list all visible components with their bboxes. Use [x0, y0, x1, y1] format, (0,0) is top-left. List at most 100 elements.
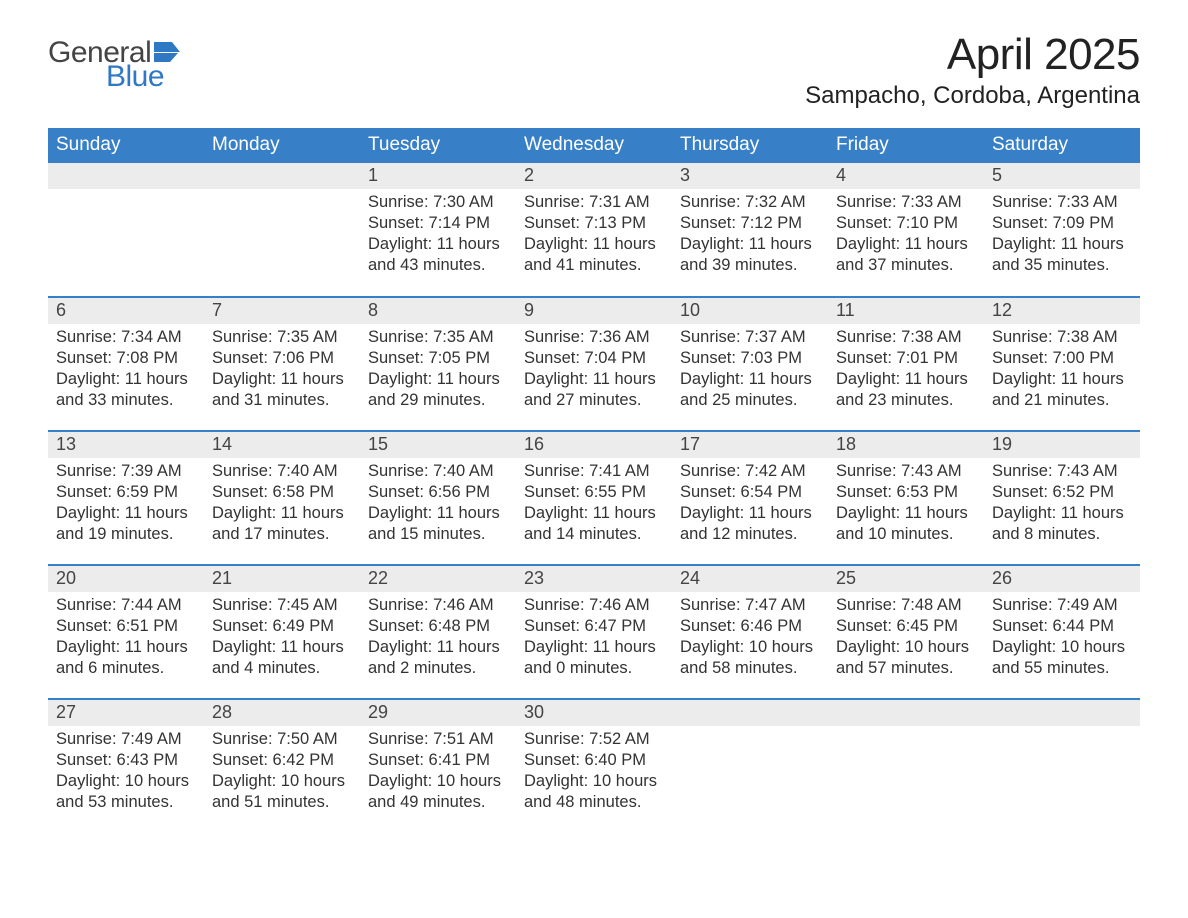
- daylight-line: Daylight: 11 hours and 25 minutes.: [680, 369, 820, 411]
- day-details: Sunrise: 7:30 AMSunset: 7:14 PMDaylight:…: [360, 189, 516, 276]
- sunset-line: Sunset: 6:53 PM: [836, 482, 976, 503]
- day-details: Sunrise: 7:49 AMSunset: 6:44 PMDaylight:…: [984, 592, 1140, 679]
- weekday-header: Saturday: [984, 128, 1140, 163]
- calendar-day-cell: 14Sunrise: 7:40 AMSunset: 6:58 PMDayligh…: [204, 431, 360, 565]
- sunset-line: Sunset: 6:56 PM: [368, 482, 508, 503]
- day-number: 28: [204, 700, 360, 726]
- calendar-table: Sunday Monday Tuesday Wednesday Thursday…: [48, 128, 1140, 833]
- sunrise-line: Sunrise: 7:46 AM: [368, 595, 508, 616]
- sunset-line: Sunset: 6:54 PM: [680, 482, 820, 503]
- sunset-line: Sunset: 6:52 PM: [992, 482, 1132, 503]
- weekday-header-row: Sunday Monday Tuesday Wednesday Thursday…: [48, 128, 1140, 163]
- day-number: 8: [360, 298, 516, 324]
- day-details: Sunrise: 7:48 AMSunset: 6:45 PMDaylight:…: [828, 592, 984, 679]
- daylight-line: Daylight: 11 hours and 12 minutes.: [680, 503, 820, 545]
- day-number: 15: [360, 432, 516, 458]
- weekday-header: Wednesday: [516, 128, 672, 163]
- day-details: Sunrise: 7:31 AMSunset: 7:13 PMDaylight:…: [516, 189, 672, 276]
- calendar-day-cell: 12Sunrise: 7:38 AMSunset: 7:00 PMDayligh…: [984, 297, 1140, 431]
- calendar-day-cell: 5Sunrise: 7:33 AMSunset: 7:09 PMDaylight…: [984, 163, 1140, 297]
- weekday-header: Friday: [828, 128, 984, 163]
- location-subtitle: Sampacho, Cordoba, Argentina: [805, 82, 1140, 110]
- weekday-header: Tuesday: [360, 128, 516, 163]
- sunrise-line: Sunrise: 7:30 AM: [368, 192, 508, 213]
- day-details: Sunrise: 7:43 AMSunset: 6:53 PMDaylight:…: [828, 458, 984, 545]
- day-number: 30: [516, 700, 672, 726]
- daylight-line: Daylight: 10 hours and 49 minutes.: [368, 771, 508, 813]
- day-number: 16: [516, 432, 672, 458]
- daylight-line: Daylight: 10 hours and 48 minutes.: [524, 771, 664, 813]
- day-number: 10: [672, 298, 828, 324]
- sunset-line: Sunset: 6:48 PM: [368, 616, 508, 637]
- daylight-line: Daylight: 11 hours and 31 minutes.: [212, 369, 352, 411]
- daylight-line: Daylight: 11 hours and 0 minutes.: [524, 637, 664, 679]
- day-details: Sunrise: 7:45 AMSunset: 6:49 PMDaylight:…: [204, 592, 360, 679]
- day-number: 2: [516, 163, 672, 189]
- day-number: [828, 700, 984, 726]
- day-number: 26: [984, 566, 1140, 592]
- sunrise-line: Sunrise: 7:46 AM: [524, 595, 664, 616]
- day-number: 11: [828, 298, 984, 324]
- calendar-day-cell: 26Sunrise: 7:49 AMSunset: 6:44 PMDayligh…: [984, 565, 1140, 699]
- sunrise-line: Sunrise: 7:37 AM: [680, 327, 820, 348]
- sunrise-line: Sunrise: 7:43 AM: [836, 461, 976, 482]
- sunrise-line: Sunrise: 7:41 AM: [524, 461, 664, 482]
- day-details: Sunrise: 7:32 AMSunset: 7:12 PMDaylight:…: [672, 189, 828, 276]
- day-number: 4: [828, 163, 984, 189]
- calendar-day-cell: 3Sunrise: 7:32 AMSunset: 7:12 PMDaylight…: [672, 163, 828, 297]
- day-number: 18: [828, 432, 984, 458]
- calendar-week-row: 13Sunrise: 7:39 AMSunset: 6:59 PMDayligh…: [48, 431, 1140, 565]
- day-number: 13: [48, 432, 204, 458]
- day-number: 24: [672, 566, 828, 592]
- sunrise-line: Sunrise: 7:51 AM: [368, 729, 508, 750]
- sunrise-line: Sunrise: 7:35 AM: [212, 327, 352, 348]
- sunset-line: Sunset: 7:01 PM: [836, 348, 976, 369]
- sunset-line: Sunset: 6:47 PM: [524, 616, 664, 637]
- day-details: Sunrise: 7:39 AMSunset: 6:59 PMDaylight:…: [48, 458, 204, 545]
- calendar-day-cell: 4Sunrise: 7:33 AMSunset: 7:10 PMDaylight…: [828, 163, 984, 297]
- day-number: 27: [48, 700, 204, 726]
- title-block: April 2025 Sampacho, Cordoba, Argentina: [805, 30, 1140, 110]
- day-details: Sunrise: 7:35 AMSunset: 7:06 PMDaylight:…: [204, 324, 360, 411]
- calendar-day-cell: 30Sunrise: 7:52 AMSunset: 6:40 PMDayligh…: [516, 699, 672, 833]
- sunset-line: Sunset: 6:51 PM: [56, 616, 196, 637]
- day-details: Sunrise: 7:34 AMSunset: 7:08 PMDaylight:…: [48, 324, 204, 411]
- day-number: 9: [516, 298, 672, 324]
- sunrise-line: Sunrise: 7:35 AM: [368, 327, 508, 348]
- sunrise-line: Sunrise: 7:44 AM: [56, 595, 196, 616]
- calendar-day-cell: 7Sunrise: 7:35 AMSunset: 7:06 PMDaylight…: [204, 297, 360, 431]
- calendar-day-cell: 20Sunrise: 7:44 AMSunset: 6:51 PMDayligh…: [48, 565, 204, 699]
- day-details: Sunrise: 7:33 AMSunset: 7:10 PMDaylight:…: [828, 189, 984, 276]
- day-number: [672, 700, 828, 726]
- calendar-day-cell: 8Sunrise: 7:35 AMSunset: 7:05 PMDaylight…: [360, 297, 516, 431]
- sunrise-line: Sunrise: 7:40 AM: [212, 461, 352, 482]
- day-details: Sunrise: 7:44 AMSunset: 6:51 PMDaylight:…: [48, 592, 204, 679]
- sunrise-line: Sunrise: 7:42 AM: [680, 461, 820, 482]
- sunset-line: Sunset: 7:00 PM: [992, 348, 1132, 369]
- daylight-line: Daylight: 11 hours and 4 minutes.: [212, 637, 352, 679]
- sunset-line: Sunset: 6:55 PM: [524, 482, 664, 503]
- daylight-line: Daylight: 10 hours and 58 minutes.: [680, 637, 820, 679]
- daylight-line: Daylight: 11 hours and 39 minutes.: [680, 234, 820, 276]
- calendar-day-cell: [204, 163, 360, 297]
- sunrise-line: Sunrise: 7:32 AM: [680, 192, 820, 213]
- calendar-day-cell: 13Sunrise: 7:39 AMSunset: 6:59 PMDayligh…: [48, 431, 204, 565]
- calendar-week-row: 27Sunrise: 7:49 AMSunset: 6:43 PMDayligh…: [48, 699, 1140, 833]
- sunset-line: Sunset: 7:13 PM: [524, 213, 664, 234]
- calendar-day-cell: [984, 699, 1140, 833]
- calendar-day-cell: 15Sunrise: 7:40 AMSunset: 6:56 PMDayligh…: [360, 431, 516, 565]
- weekday-header: Sunday: [48, 128, 204, 163]
- daylight-line: Daylight: 11 hours and 21 minutes.: [992, 369, 1132, 411]
- calendar-day-cell: 16Sunrise: 7:41 AMSunset: 6:55 PMDayligh…: [516, 431, 672, 565]
- daylight-line: Daylight: 11 hours and 23 minutes.: [836, 369, 976, 411]
- day-details: Sunrise: 7:42 AMSunset: 6:54 PMDaylight:…: [672, 458, 828, 545]
- sunrise-line: Sunrise: 7:43 AM: [992, 461, 1132, 482]
- day-details: Sunrise: 7:36 AMSunset: 7:04 PMDaylight:…: [516, 324, 672, 411]
- header: General Blue April 2025 Sampacho, Cordob…: [48, 30, 1140, 110]
- calendar-day-cell: 10Sunrise: 7:37 AMSunset: 7:03 PMDayligh…: [672, 297, 828, 431]
- day-details: Sunrise: 7:40 AMSunset: 6:56 PMDaylight:…: [360, 458, 516, 545]
- sunset-line: Sunset: 7:14 PM: [368, 213, 508, 234]
- daylight-line: Daylight: 10 hours and 57 minutes.: [836, 637, 976, 679]
- sunset-line: Sunset: 7:05 PM: [368, 348, 508, 369]
- logo-text-blue: Blue: [106, 60, 180, 94]
